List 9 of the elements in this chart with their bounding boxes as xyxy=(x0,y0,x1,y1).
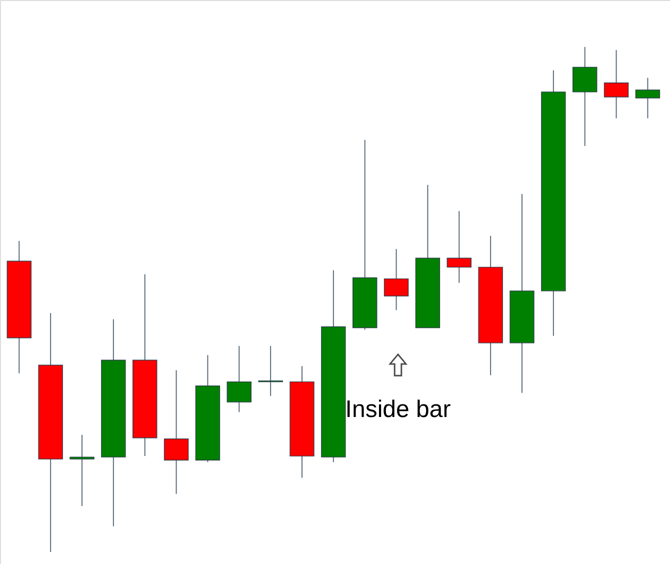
candlestick xyxy=(164,370,189,494)
candlestick xyxy=(70,434,94,507)
candlestick xyxy=(604,50,629,119)
candlestick xyxy=(384,248,409,311)
candlestick xyxy=(446,210,472,284)
annotation: Inside bar xyxy=(345,396,451,423)
candlestick xyxy=(258,345,283,396)
candlestick xyxy=(226,345,252,413)
candlestick xyxy=(635,77,660,119)
